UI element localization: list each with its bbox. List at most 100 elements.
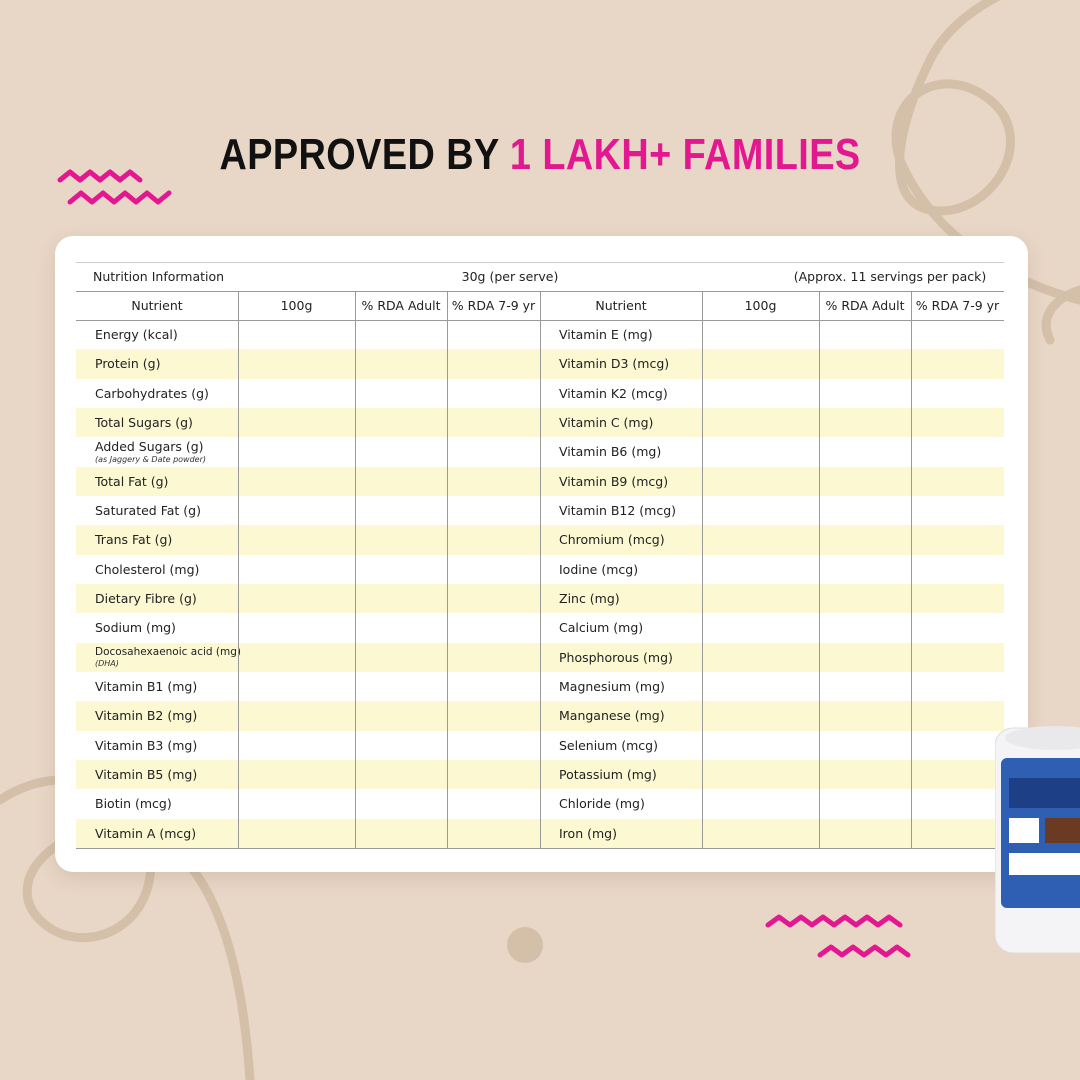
nutrient-value: [702, 672, 819, 701]
nutrient-label: Trans Fat (g): [95, 532, 173, 548]
nutrient-value: [702, 760, 819, 789]
nutrient-value: [911, 584, 1004, 613]
nutrient-label: Vitamin K2 (mcg): [559, 385, 668, 401]
nutrient-label: Total Fat (g): [95, 473, 169, 489]
nutrient-value: [355, 437, 447, 466]
nutrient-value: [702, 408, 819, 437]
nutrient-label: Chloride (mg): [559, 796, 645, 812]
nutrient-label: Biotin (mcg): [95, 796, 172, 812]
nutrient-value: [702, 613, 819, 642]
nutrient-value: [238, 789, 355, 818]
nutrient-name: Carbohydrates (g): [76, 379, 238, 408]
nutrient-name: Protein (g): [76, 349, 238, 378]
nutrient-value: [819, 643, 911, 672]
nutrient-name: Chromium (mcg): [540, 525, 702, 554]
nutrient-label: Selenium (mcg): [559, 737, 658, 753]
nutrient-value: [447, 819, 540, 848]
nutrient-value: [447, 408, 540, 437]
nutrient-value: [447, 789, 540, 818]
nutrient-value: [238, 555, 355, 584]
table-rule: [76, 848, 1004, 849]
nutrient-value: [702, 379, 819, 408]
nutrient-label: Cholesterol (mg): [95, 561, 200, 577]
nutrient-value: [702, 789, 819, 818]
column-rule: [819, 291, 820, 848]
column-header: 100g: [280, 298, 313, 313]
nutrient-value: [819, 555, 911, 584]
nutrient-note: (as Jaggery & Date powder): [95, 455, 207, 465]
nutrient-name: Biotin (mcg): [76, 789, 238, 818]
nutrient-name: Trans Fat (g): [76, 525, 238, 554]
table-rule: [76, 262, 1004, 263]
nutrient-label: Sodium (mg): [95, 620, 176, 636]
nutrient-value: [819, 525, 911, 554]
nutrient-label: Docosahexaenoic acid (mg): [95, 646, 241, 659]
nutrient-value: [447, 643, 540, 672]
nutrient-label: Phosphorous (mg): [559, 649, 673, 665]
nutrient-value: [355, 760, 447, 789]
nutrient-value: [447, 672, 540, 701]
nutrient-name: Selenium (mcg): [540, 731, 702, 760]
nutrient-value: [355, 525, 447, 554]
nutrient-value: [702, 819, 819, 848]
nutrient-name: Total Fat (g): [76, 467, 238, 496]
nutrient-value: [819, 467, 911, 496]
nutrient-value: [911, 320, 1004, 349]
nutrient-label: Potassium (mg): [559, 767, 657, 783]
nutrient-label: Manganese (mg): [559, 708, 665, 724]
nutrient-value: [238, 408, 355, 437]
nutrient-value: [819, 379, 911, 408]
nutrient-name: Iron (mg): [540, 819, 702, 848]
nutrient-value: [447, 760, 540, 789]
nutrient-value: [447, 349, 540, 378]
nutrient-label: Zinc (mg): [559, 591, 620, 607]
nutrient-label: Vitamin B2 (mg): [95, 708, 198, 724]
nutrient-value: [911, 437, 1004, 466]
column-rule: [355, 291, 356, 848]
nutrient-value: [238, 525, 355, 554]
nutrient-value: [911, 760, 1004, 789]
nutrient-value: [238, 349, 355, 378]
nutrient-value: [819, 408, 911, 437]
nutrient-name: Saturated Fat (g): [76, 496, 238, 525]
nutrient-label: Added Sugars (g): [95, 439, 204, 455]
nutrient-value: [355, 349, 447, 378]
column-header: % RDA Adult: [825, 298, 905, 313]
nutrient-value: [911, 672, 1004, 701]
nutrient-name: Cholesterol (mg): [76, 555, 238, 584]
nutrient-value: [911, 789, 1004, 818]
nutrient-value: [911, 467, 1004, 496]
nutrient-value: [355, 672, 447, 701]
column-header: 100g: [744, 298, 777, 313]
nutrient-name: Iodine (mcg): [540, 555, 702, 584]
nutrient-name: Manganese (mg): [540, 701, 702, 730]
nutrient-label: Protein (g): [95, 356, 161, 372]
nutrient-label: Vitamin A (mcg): [95, 825, 197, 841]
nutrient-note: (DHA): [95, 659, 119, 669]
nutrient-label: Magnesium (mg): [559, 679, 665, 695]
nutrient-name: Vitamin B1 (mg): [76, 672, 238, 701]
nutrient-value: [911, 408, 1004, 437]
nutrient-value: [819, 789, 911, 818]
nutrient-value: [238, 672, 355, 701]
nutrient-label: Total Sugars (g): [95, 415, 193, 431]
nutrient-value: [819, 320, 911, 349]
nutrient-label: Vitamin E (mg): [559, 327, 653, 343]
nutrient-value: [238, 496, 355, 525]
nutrient-label: Energy (kcal): [95, 327, 178, 343]
nutrient-value: [911, 731, 1004, 760]
nutrient-value: [911, 701, 1004, 730]
nutrient-value: [355, 701, 447, 730]
nutrient-value: [355, 467, 447, 496]
nutrient-value: [447, 437, 540, 466]
nutrient-value: [447, 467, 540, 496]
nutrient-name: Vitamin C (mg): [540, 408, 702, 437]
nutrient-name: Vitamin B6 (mg): [540, 437, 702, 466]
nutrient-value: [238, 584, 355, 613]
pink-squiggles: [57, 169, 911, 958]
nutrient-value: [447, 731, 540, 760]
nutrient-value: [911, 496, 1004, 525]
column-header: % RDA 7-9 yr: [451, 298, 536, 313]
nutrient-name: Dietary Fibre (g): [76, 584, 238, 613]
